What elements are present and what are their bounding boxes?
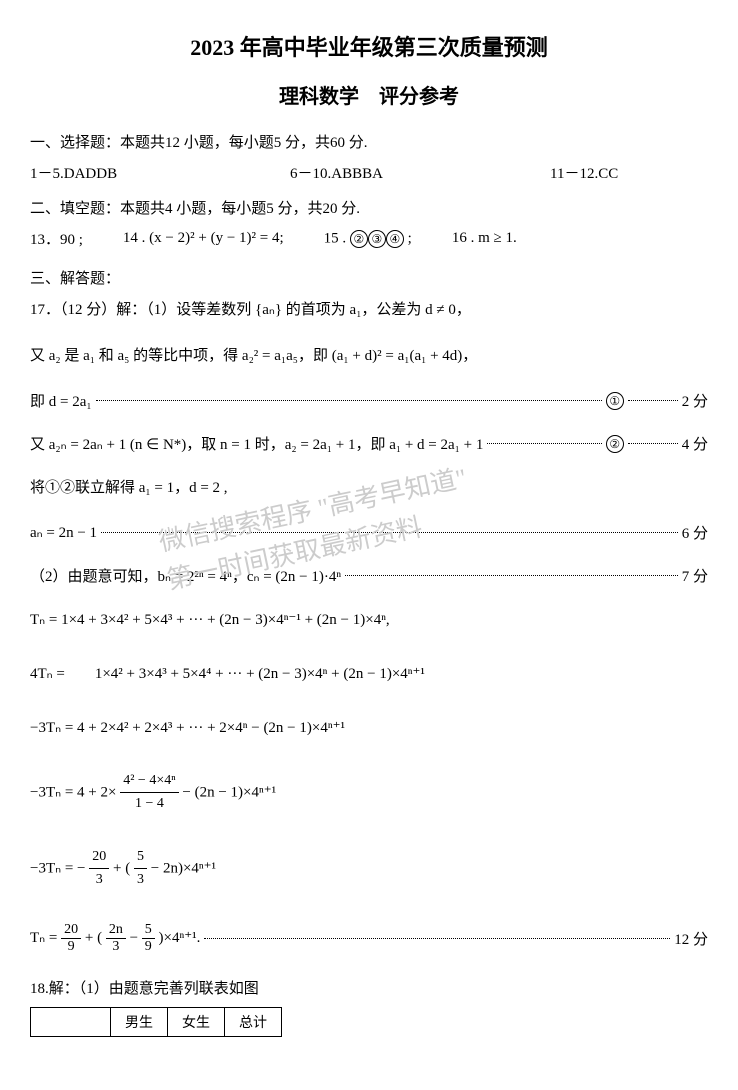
fill-q16: 16 . m ≥ 1. <box>452 230 517 247</box>
mc-g3-ans: CC <box>598 166 618 182</box>
mc-g2-ans: ABBBA <box>331 166 383 182</box>
q17-line10: −3Tₙ = 4 + 2×4² + 2×4³ + ··· + 2×4ⁿ − (2… <box>30 716 708 740</box>
mc-g1-label: 1－5. <box>30 166 64 182</box>
q17-line11: −3Tₙ = 4 + 2× 4² − 4×4ⁿ 1 − 4 − (2n − 1)… <box>30 770 708 816</box>
q17-line5: 将①②联立解得 a₁ = 1，d = 2 , <box>30 476 708 500</box>
page-title-sub: 理科数学 评分参考 <box>30 80 708 109</box>
fill-answer-row: 13．90 ; 14 . (x − 2)² + (y − 1)² = 4; 15… <box>30 228 708 249</box>
table-cell <box>31 1007 111 1036</box>
mc-g1-ans: DADDB <box>64 166 117 182</box>
mc-answer-row: 1－5.DADDB 6－10.ABBBA 11－12.CC <box>30 162 708 183</box>
q17-line9: 4Tₙ = 1×4² + 3×4³ + 5×4⁴ + ··· + (2n − 3… <box>30 662 708 686</box>
contingency-table: 男生 女生 总计 <box>30 1007 282 1037</box>
table-cell: 男生 <box>111 1007 168 1036</box>
fill-q13: 13．90 ; <box>30 228 83 249</box>
q17-line7: （2）由题意可知，bₙ = 2²ⁿ = 4ⁿ，cₙ = (2n − 1)·4ⁿ … <box>30 565 708 586</box>
q17-line8: Tₙ = 1×4 + 3×4² + 5×4³ + ··· + (2n − 3)×… <box>30 608 708 632</box>
q17-intro: 17．（12 分）解：（1）设等差数列 {aₙ} 的首项为 a₁，公差为 d ≠… <box>30 298 708 322</box>
table-cell: 总计 <box>225 1007 282 1036</box>
q18-intro: 18.解：（1）由题意完善列联表如图 <box>30 977 708 1001</box>
mc-g2-label: 6－10. <box>290 166 331 182</box>
page-title-main: 2023 年高中毕业年级第三次质量预测 <box>30 30 708 62</box>
section1-header: 一、选择题：本题共12 小题，每小题5 分，共60 分. <box>30 131 708 152</box>
table-row: 男生 女生 总计 <box>31 1007 282 1036</box>
q17-line13: Tₙ = 209 + ( 2n3 − 59 )×4ⁿ⁺¹. 12 分 <box>30 922 708 955</box>
fill-q15: 15 . ②③④ ; <box>324 230 412 248</box>
section2-header: 二、填空题：本题共4 小题，每小题5 分，共20 分. <box>30 197 708 218</box>
q17-line12: −3Tₙ = − 203 + ( 53 − 2n)×4ⁿ⁺¹ <box>30 846 708 892</box>
fill-q14: 14 . (x − 2)² + (y − 1)² = 4; <box>123 230 284 247</box>
table-cell: 女生 <box>168 1007 225 1036</box>
section3-header: 三、解答题： <box>30 267 708 288</box>
q17-line2: 又 a₂ 是 a₁ 和 a₅ 的等比中项，得 a₂² = a₁a₅，即 (a₁ … <box>30 344 708 368</box>
q17-line3: 即 d = 2a₁ ① 2 分 <box>30 390 708 411</box>
q17-line6: aₙ = 2n − 1 6 分 <box>30 522 708 543</box>
mc-g3-label: 11－12. <box>550 166 598 182</box>
q17-line4: 又 a₂ₙ = 2aₙ + 1 (n ∈ N*)，取 n = 1 时，a₂ = … <box>30 433 708 454</box>
